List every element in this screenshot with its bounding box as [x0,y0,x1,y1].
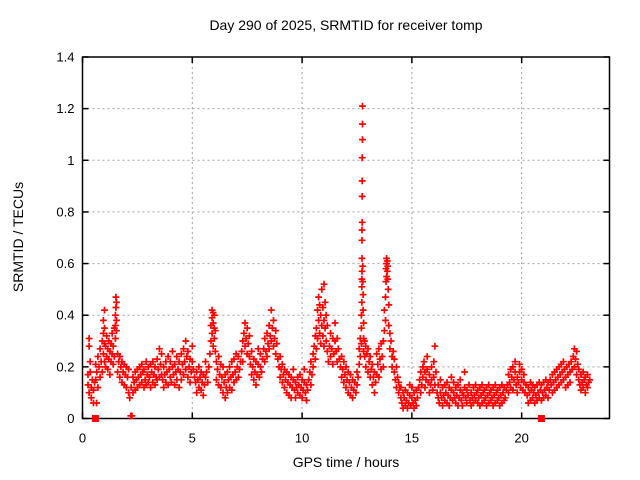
data-points-srmtid [84,102,594,420]
y-tick-label: 1 [67,153,74,168]
x-tick-label: 20 [514,431,528,446]
data-point-square-zero-flags [91,415,99,422]
chart-title: Day 290 of 2025, SRMTID for receiver tom… [209,17,483,33]
y-axis-label: SRMTID / TECUs [10,181,26,293]
x-tick-label: 0 [79,431,86,446]
y-tick-label: 1.2 [56,101,74,116]
y-tick-label: 0.2 [56,359,74,374]
plot-border [81,56,611,420]
x-tick-label: 10 [295,431,309,446]
y-tick-label: 1.4 [56,50,74,65]
y-tick-label: 0.4 [56,308,74,323]
x-tick-label: 5 [189,431,196,446]
y-tick-label: 0.6 [56,256,74,271]
y-tick-label: 0.8 [56,204,74,219]
y-tick-label: 0 [67,411,74,426]
x-axis-label: GPS time / hours [292,454,400,470]
x-tick-label: 15 [405,431,419,446]
data-point-square-zero-flags [537,415,545,422]
